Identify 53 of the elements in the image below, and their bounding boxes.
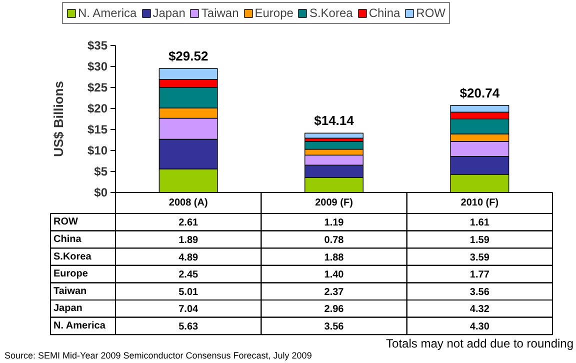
data-label: 3.59 [470,252,490,264]
data-label: 2.96 [324,304,344,316]
y-tick-label: $20 [87,102,108,116]
data-label: 7.04 [178,304,199,316]
data-label: 2.37 [324,286,344,298]
total-label: $29.52 [168,48,208,64]
x-tick-label: 2008 (A) [168,198,208,208]
data-label: 1.88 [324,252,344,264]
text: Taiwan [54,286,87,297]
text: ROW [54,216,78,228]
y-tick-label: $5 [94,164,108,178]
total-label: $14.14 [314,113,355,128]
legend-label: N. America [78,6,137,20]
data-label: 1.61 [470,218,490,229]
data-label: 3.56 [324,321,344,332]
legend-label: S.Korea [309,6,353,20]
text: S.Korea [54,251,92,262]
x-tick-label: 2009 (F) [315,198,353,208]
text: China [54,234,82,245]
y-tick-label: $25 [87,80,108,94]
data-label: 1.19 [324,218,344,229]
text: Totals may not add due to rounding [386,336,574,350]
data-label: 5.01 [178,286,199,298]
y-tick-label: $30 [87,60,108,74]
data-label: 0.78 [324,234,344,246]
bar [304,132,364,138]
text: Europe [54,268,88,280]
data-label: 1.77 [470,270,490,281]
x-tick-label: 2010 (F) [460,198,499,208]
data-label: 3.56 [470,286,490,298]
data-label: 1.59 [470,234,490,246]
y-axis-title: US$ Billions [51,81,66,157]
legend-label: Taiwan [201,6,239,20]
data-label: 5.63 [178,321,199,332]
data-label: 4.89 [178,252,199,264]
y-tick-label: $0 [94,186,108,200]
legend-label: China [368,6,400,20]
y-tick-label: $15 [87,122,108,136]
legend-label: Japan [152,6,186,20]
text: N. America [54,320,106,332]
total-label: $20.74 [460,85,500,100]
y-tick-label: $35 [87,38,108,52]
data-label: 1.40 [324,270,344,281]
data-label: 4.30 [470,321,490,332]
data-label: 2.61 [178,218,199,229]
legend-label: ROW [416,6,446,20]
data-label: 1.89 [178,234,199,246]
data-label: 4.32 [470,304,490,316]
y-tick-label: $10 [87,144,108,158]
data-label: 2.45 [178,270,199,281]
legend-label: Europe [254,6,294,20]
source-note: Source: SEMI Mid-Year 2009 Semiconductor Consensus Forecast, July 2009 [4,350,312,360]
text: Japan [54,303,82,314]
